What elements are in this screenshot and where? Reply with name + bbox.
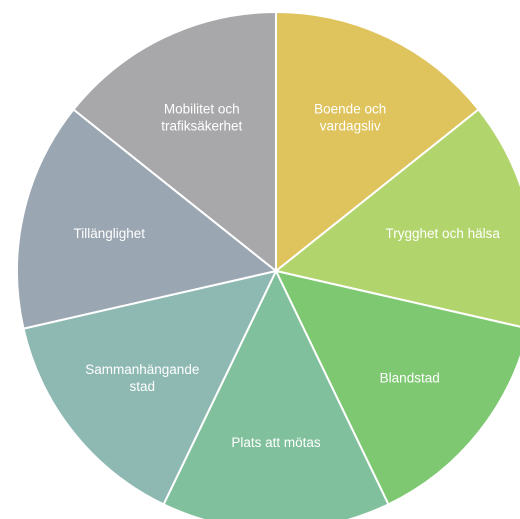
slice-label-line: Trygghet och hälsa — [386, 226, 501, 241]
pie-slice — [274, 269, 520, 506]
slice-label-line: Blandstad — [380, 371, 440, 386]
pie-slice — [22, 269, 278, 506]
slice-label: Boende och vardagsliv — [314, 101, 386, 133]
slice-label-line: Mobilitet och — [164, 101, 240, 116]
pie-slice — [275, 10, 480, 274]
pie-slices — [16, 10, 520, 519]
slice-label: Mobilitet och trafiksäkerhet — [161, 101, 242, 133]
slice-label: Tillänglighet — [74, 226, 146, 241]
slice-label-line: Sammanhängande — [85, 362, 199, 377]
slice-label-line: trafiksäkerhet — [161, 118, 242, 133]
slice-label-line: vardagsliv — [320, 118, 381, 133]
pie-slice — [162, 268, 390, 519]
slice-label-line: stad — [130, 379, 156, 394]
slice-label-line: Tillänglighet — [74, 226, 146, 241]
slice-label: Sammanhängande stad — [85, 362, 199, 394]
slice-label-line: Boende och — [314, 101, 386, 116]
slice-label: Trygghet och hälsa — [386, 226, 501, 241]
slice-label: Blandstad — [380, 371, 440, 386]
pie-slice — [16, 108, 279, 330]
slice-label: Plats att mötas — [231, 435, 321, 450]
pie-slice — [72, 10, 277, 274]
pie-labels: Boende och vardagsliv Trygghet och hälsa Bl… — [74, 101, 501, 450]
pie-slice — [273, 108, 520, 328]
slice-label-line: Plats att mötas — [231, 435, 321, 450]
